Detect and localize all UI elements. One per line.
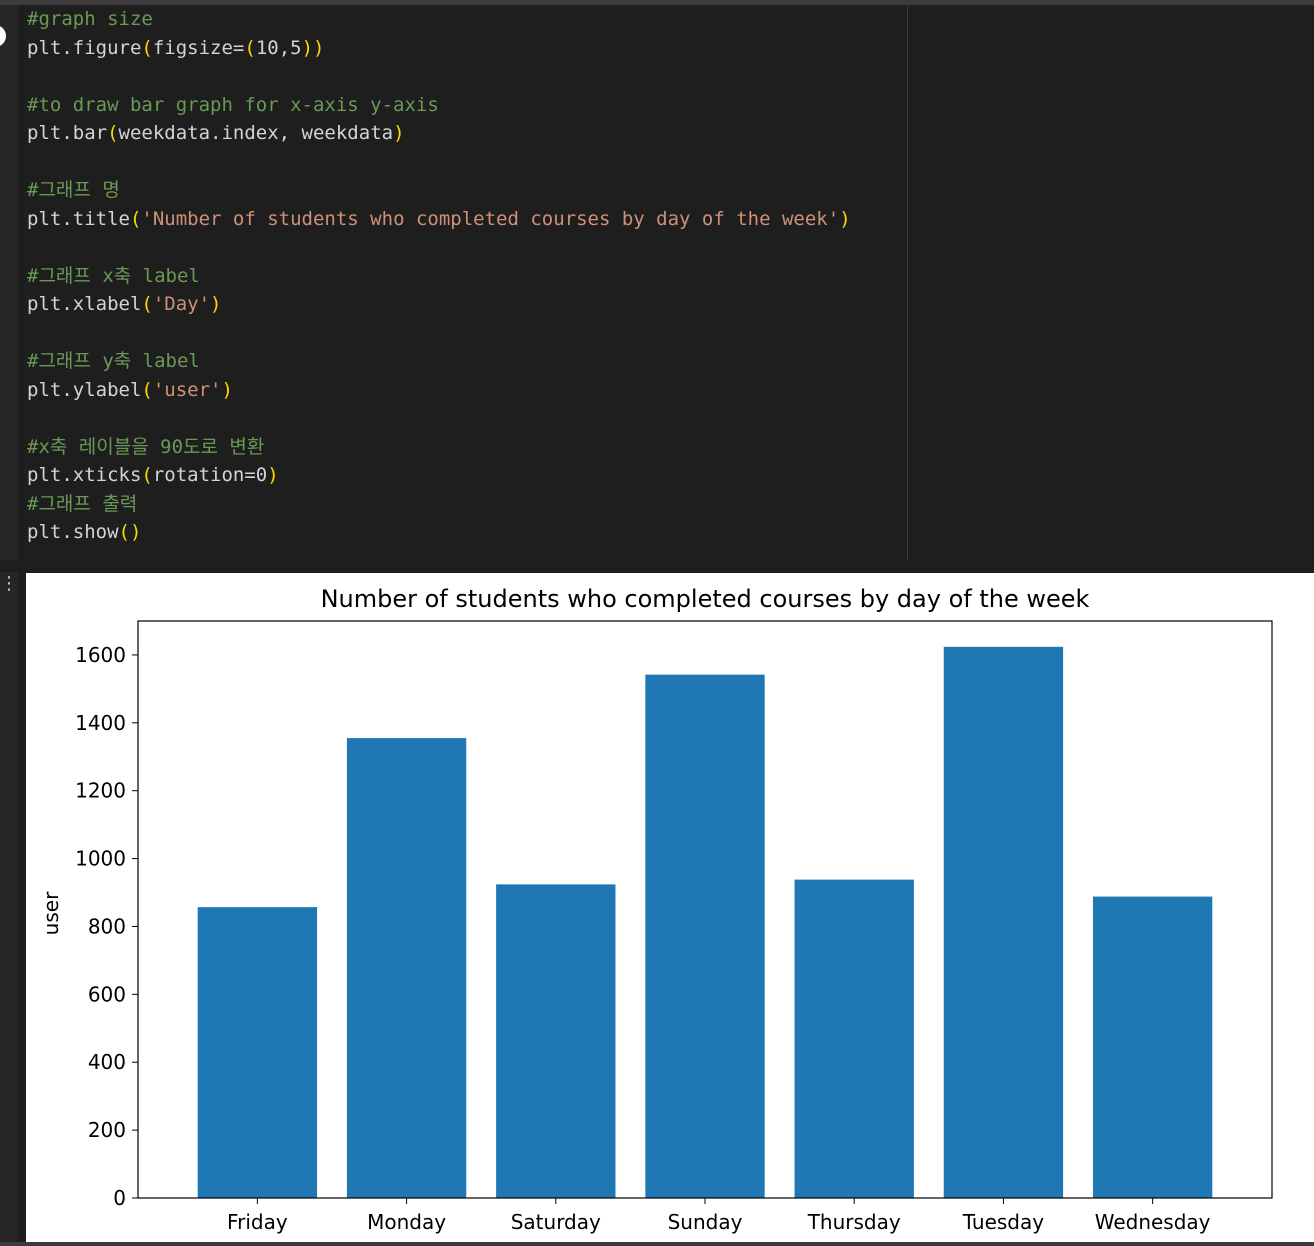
code-token: ) xyxy=(839,207,851,230)
y-tick-label: 400 xyxy=(88,1050,126,1074)
cell-separator xyxy=(0,560,1314,572)
x-tick-label: Sunday xyxy=(668,1210,743,1234)
code-line[interactable]: plt.title('Number of students who comple… xyxy=(27,205,851,234)
code-token: ) xyxy=(210,293,222,315)
code-token: ) xyxy=(267,464,279,486)
code-token: () xyxy=(118,521,142,543)
code-token: weekdata.index, weekdata xyxy=(118,122,394,144)
output-menu-icon[interactable]: ⋮ xyxy=(0,573,18,594)
y-tick-label: 800 xyxy=(88,914,126,938)
code-token: ( xyxy=(141,36,153,59)
y-tick-label: 1400 xyxy=(75,711,126,735)
code-line[interactable] xyxy=(27,319,851,348)
code-line[interactable]: plt.show() xyxy=(27,518,851,547)
code-token: ( xyxy=(141,464,153,486)
y-tick-label: 1000 xyxy=(75,847,126,871)
code-token: 'user' xyxy=(152,378,222,401)
code-line[interactable] xyxy=(27,233,851,262)
code-token: figsize= xyxy=(152,36,245,59)
editor-side-panel xyxy=(908,5,1314,560)
code-line[interactable]: plt.bar(weekdata.index, weekdata) xyxy=(27,119,851,148)
code-line[interactable]: plt.xticks(rotation=0) xyxy=(27,461,851,490)
x-tick-label: Wednesday xyxy=(1095,1210,1211,1234)
code-token: ( xyxy=(244,36,256,59)
code-token: plt.show xyxy=(27,521,119,543)
code-line[interactable]: #그래프 y축 label xyxy=(27,347,851,376)
code-line[interactable] xyxy=(27,62,851,91)
code-line[interactable]: #graph size xyxy=(27,5,851,34)
x-tick-label: Saturday xyxy=(511,1210,601,1234)
x-tick-label: Tuesday xyxy=(962,1210,1045,1234)
bar-tuesday xyxy=(943,646,1064,1198)
code-token: ) xyxy=(393,122,405,144)
code-line[interactable]: #x축 레이블을 90도로 변환 xyxy=(27,433,851,462)
bar-wednesday xyxy=(1092,896,1213,1198)
y-tick-label: 1200 xyxy=(75,779,126,803)
code-token: ( xyxy=(129,207,142,230)
code-token: #to draw bar graph for x-axis y-axis xyxy=(27,93,439,116)
code-token: plt.figure xyxy=(27,36,142,59)
code-token: ) xyxy=(221,378,233,401)
code-token: 'Number of students who completed course… xyxy=(141,207,840,230)
plot-frame xyxy=(137,620,1273,1199)
code-token: plt.bar xyxy=(27,122,108,144)
top-border xyxy=(0,0,1314,5)
code-token: #그래프 출력 xyxy=(27,492,138,515)
code-token: 10,5 xyxy=(255,36,302,59)
code-line[interactable]: #그래프 명 xyxy=(27,176,851,205)
bar-thursday xyxy=(794,879,914,1198)
code-line[interactable]: #to draw bar graph for x-axis y-axis xyxy=(27,91,851,120)
code-editor[interactable]: #graph size plt.figure(figsize=(10,5)) #to… xyxy=(18,5,908,560)
code-line[interactable]: #그래프 출력 xyxy=(27,490,851,519)
code-line[interactable]: plt.figure(figsize=(10,5)) xyxy=(27,34,851,63)
chart-title: Number of students who completed courses… xyxy=(321,585,1090,613)
code-token: plt.ylabel xyxy=(27,378,142,401)
cell-gutter: ⋮ xyxy=(0,5,18,1246)
y-tick-label: 1600 xyxy=(75,643,126,667)
code-token: #그래프 x축 label xyxy=(27,264,200,287)
code-token: ( xyxy=(141,378,153,401)
y-tick-label: 600 xyxy=(88,982,126,1006)
code-token: ( xyxy=(141,293,153,315)
code-token: #그래프 명 xyxy=(27,179,120,201)
y-tick-label: 0 xyxy=(113,1186,126,1210)
code-line[interactable]: plt.xlabel('Day') xyxy=(27,290,851,319)
x-tick-label: Friday xyxy=(227,1210,288,1234)
bar-friday xyxy=(197,907,318,1198)
code-line[interactable]: #그래프 x축 label xyxy=(27,262,851,291)
code-line[interactable]: plt.ylabel('user') xyxy=(27,376,851,405)
output-figure: Friday Monday Saturday Sunday Thursday Tuesda… xyxy=(26,573,1314,1246)
bar-sunday xyxy=(645,674,765,1198)
code-token: plt.title xyxy=(27,207,130,230)
code-token: #graph size xyxy=(27,8,153,30)
bar-monday xyxy=(346,738,467,1198)
y-axis-label: user xyxy=(39,891,63,935)
bar-saturday xyxy=(496,884,616,1198)
code-token: rotation=0 xyxy=(152,464,268,486)
code-token: plt.xlabel xyxy=(27,293,142,315)
bottom-border xyxy=(0,1242,1314,1246)
code-token: #그래프 y축 label xyxy=(27,350,200,372)
code-token: 'Day' xyxy=(152,293,211,315)
code-content[interactable]: #graph size plt.figure(figsize=(10,5)) #to… xyxy=(27,5,851,547)
run-cell-icon[interactable] xyxy=(0,25,6,47)
code-token: #x축 레이블을 90도로 변환 xyxy=(27,435,265,458)
code-token: ( xyxy=(107,122,119,144)
code-line[interactable] xyxy=(27,404,851,433)
x-tick-label: Thursday xyxy=(807,1210,901,1234)
bar-chart: Friday Monday Saturday Sunday Thursday Tuesda… xyxy=(39,585,1273,1234)
code-token: plt.xticks xyxy=(27,464,142,486)
code-line[interactable] xyxy=(27,148,851,177)
code-token: )) xyxy=(301,36,325,59)
x-tick-label: Monday xyxy=(367,1210,446,1234)
y-tick-label: 200 xyxy=(88,1118,126,1142)
